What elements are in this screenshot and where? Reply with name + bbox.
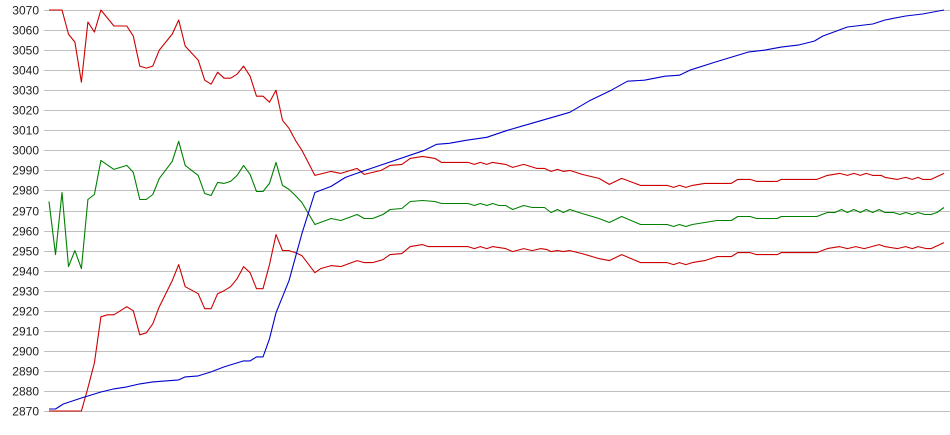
y-tick-label: 3010: [12, 124, 39, 138]
y-tick-label: 2970: [12, 205, 39, 219]
y-tick-label: 3060: [12, 24, 39, 38]
y-tick-label: 3040: [12, 64, 39, 78]
y-tick-label: 3030: [12, 84, 39, 98]
gridlines: [44, 10, 950, 412]
y-tick-label: 2980: [12, 184, 39, 198]
y-tick-label: 3000: [12, 144, 39, 158]
y-tick-label: 3050: [12, 44, 39, 58]
y-tick-label: 2890: [12, 365, 39, 379]
y-tick-label: 2900: [12, 345, 39, 359]
y-tick-label: 2880: [12, 385, 39, 399]
y-tick-label: 2930: [12, 285, 39, 299]
y-tick-label: 2950: [12, 245, 39, 259]
y-axis-ticks: 3070 3060 3050 3040 3030 3020 3010 3000 2990 2980…: [12, 4, 39, 419]
y-tick-label: 3070: [12, 4, 39, 18]
series-line-1: [48, 140, 945, 270]
series-line-0: [49, 9, 945, 188]
y-tick-label: 2920: [12, 305, 39, 319]
y-tick-label: 2990: [12, 164, 39, 178]
y-tick-label: 2870: [12, 405, 39, 419]
y-tick-label: 2940: [12, 265, 39, 279]
series-lines: [48, 9, 945, 412]
y-tick-label: 2960: [12, 225, 39, 239]
series-line-2: [49, 234, 945, 412]
y-tick-label: 2910: [12, 325, 39, 339]
y-tick-label: 3020: [12, 104, 39, 118]
series-line-3: [49, 9, 945, 410]
